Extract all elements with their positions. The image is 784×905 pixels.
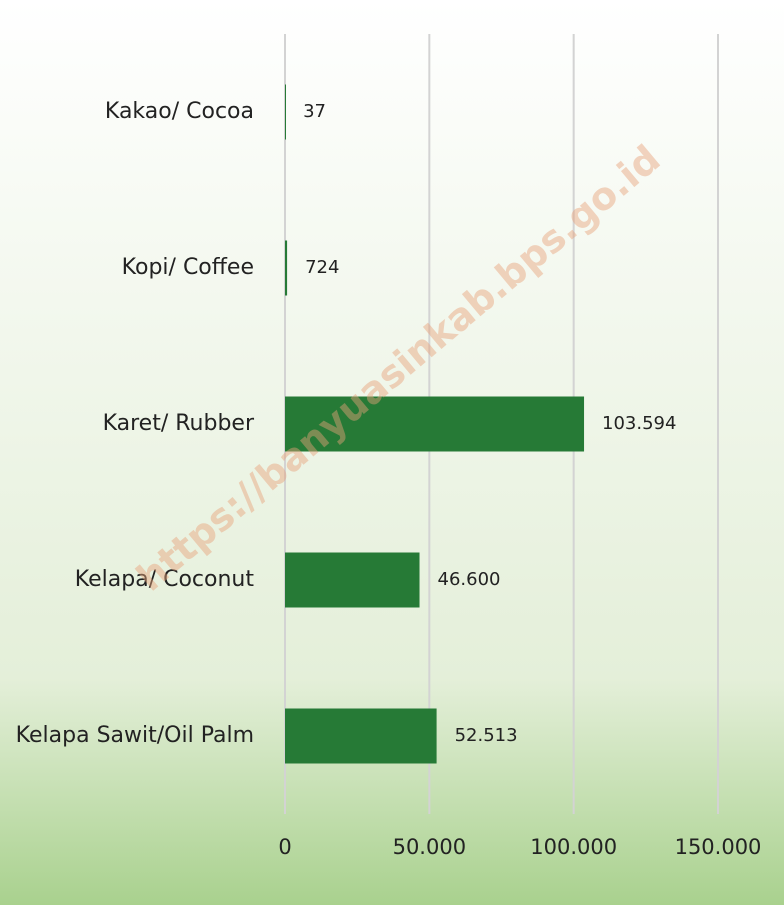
bar <box>285 552 420 608</box>
x-tick-label: 50.000 <box>393 835 466 859</box>
value-label: 46.600 <box>438 569 501 590</box>
bar <box>285 708 437 764</box>
y-tick-label: Karet/ Rubber <box>103 411 255 436</box>
y-tick-label: Kelapa/ Coconut <box>75 567 255 592</box>
value-label: 37 <box>303 101 326 122</box>
y-tick-label: Kelapa Sawit/Oil Palm <box>16 723 254 748</box>
x-tick-label: 150.000 <box>675 835 762 859</box>
bar <box>285 84 286 140</box>
y-tick-label: Kakao/ Cocoa <box>105 99 254 124</box>
value-label: 52.513 <box>455 725 518 746</box>
x-tick-label: 0 <box>278 835 291 859</box>
x-tick-label: 100.000 <box>530 835 617 859</box>
y-tick-label: Kopi/ Coffee <box>122 255 254 280</box>
bar <box>285 396 585 452</box>
value-label: 724 <box>305 257 339 278</box>
value-label: 103.594 <box>602 413 676 434</box>
bar <box>285 240 288 296</box>
